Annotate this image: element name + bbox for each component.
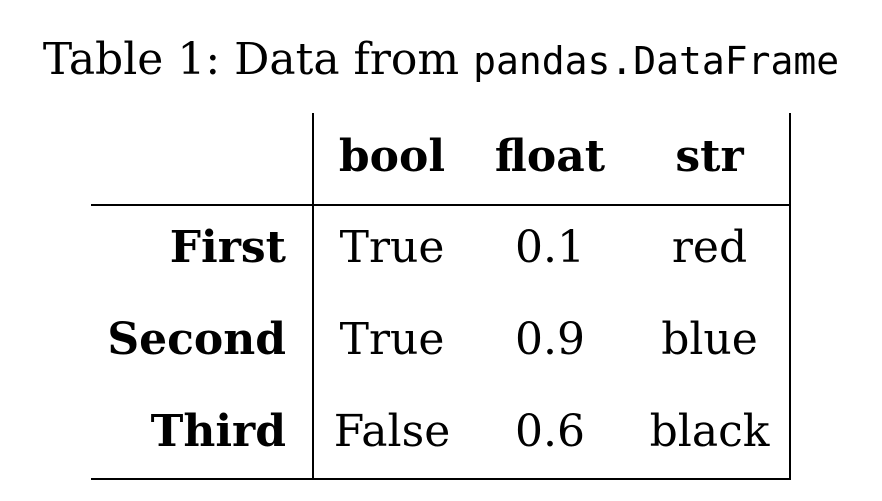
- column-header-float: float: [494, 131, 606, 182]
- table-cell: True: [339, 314, 445, 365]
- table-bottom-rule: [91, 478, 791, 480]
- caption-prefix: Table 1: Data from: [42, 34, 474, 85]
- caption-code: pandas.DataFrame: [473, 39, 840, 83]
- row-label-first: First: [169, 222, 286, 273]
- table-header-rule: [91, 204, 791, 206]
- table-cell: True: [339, 222, 445, 273]
- table-cell: red: [671, 222, 748, 273]
- table-cell: False: [333, 406, 451, 457]
- table-vertical-rule: [312, 113, 314, 480]
- table-cell: 0.6: [515, 406, 585, 457]
- table-cell: 0.9: [515, 314, 585, 365]
- row-label-second: Second: [107, 314, 286, 365]
- table-caption: Table 1: Data from pandas.DataFrame: [0, 30, 882, 91]
- table-cell: 0.1: [515, 222, 585, 273]
- table-right-rule: [789, 113, 791, 480]
- table-cell: blue: [661, 314, 758, 365]
- column-header-bool: bool: [338, 131, 446, 182]
- column-header-str: str: [675, 131, 744, 182]
- table-cell: black: [649, 406, 770, 457]
- row-label-third: Third: [150, 406, 286, 457]
